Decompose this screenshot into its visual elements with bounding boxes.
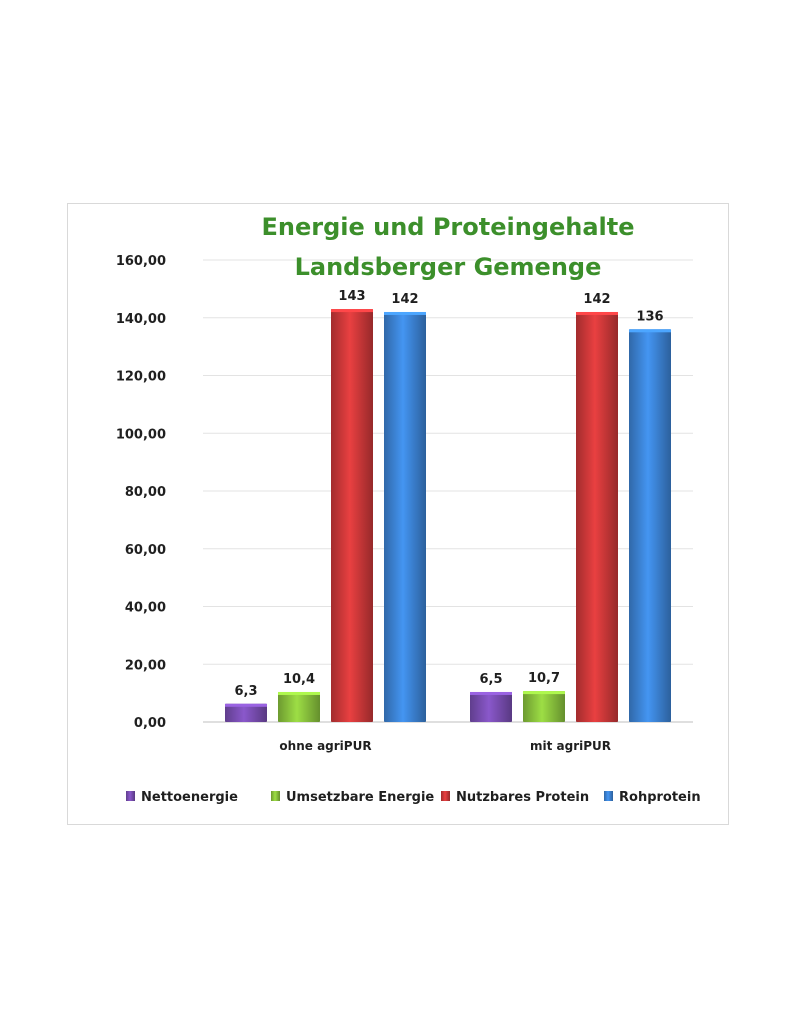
legend: Nettoenergie Umsetzbare Energie Nutzbares … — [126, 790, 701, 805]
bars — [225, 309, 671, 722]
data-label: 143 — [338, 289, 365, 304]
legend-swatch — [604, 791, 613, 801]
legend-item: Nutzbares Protein — [441, 790, 589, 805]
y-tick-label: 0,00 — [134, 716, 166, 731]
bar-nettoenergie — [225, 703, 267, 722]
bar-top-highlight — [225, 703, 267, 707]
y-tick-label: 160,00 — [116, 254, 166, 269]
bar-umsetzbare-energie — [278, 691, 320, 722]
bar-chart: 0,00 20,00 40,00 60,00 80,00 100,00 120,00 140,… — [116, 213, 701, 805]
legend-swatch — [126, 791, 135, 801]
y-tick-label: 140,00 — [116, 312, 166, 327]
legend-item: Nettoenergie — [126, 790, 238, 805]
bar-top-highlight — [278, 691, 320, 695]
legend-item: Rohprotein — [604, 790, 701, 805]
bar-rohprotein — [629, 329, 671, 722]
y-tick-label: 60,00 — [125, 543, 166, 558]
bar-nutzbares-protein — [576, 311, 618, 722]
data-labels: 6,3 10,4 143 142 6,5 10,7 142 136 — [234, 289, 663, 699]
y-tick-label: 40,00 — [125, 601, 166, 616]
data-label: 6,5 — [479, 672, 502, 687]
x-axis-categories: ohne agriPUR mit agriPUR — [279, 739, 611, 753]
y-tick-label: 120,00 — [116, 370, 166, 385]
bar-nutzbares-protein — [331, 309, 373, 722]
data-label: 142 — [583, 292, 610, 307]
legend-label: Nutzbares Protein — [456, 790, 589, 805]
bar-top-highlight — [384, 311, 426, 315]
bar-top-highlight — [470, 691, 512, 695]
y-tick-label: 100,00 — [116, 427, 166, 442]
bar-top-highlight — [576, 311, 618, 315]
data-label: 142 — [391, 292, 418, 307]
bar-top-highlight — [331, 309, 373, 313]
bar-rohprotein — [384, 311, 426, 722]
y-tick-label: 20,00 — [125, 658, 166, 673]
legend-swatch — [271, 791, 280, 801]
chart-subtitle: Landsberger Gemenge — [295, 253, 602, 281]
bar-nettoenergie — [470, 691, 512, 722]
y-axis-ticks: 0,00 20,00 40,00 60,00 80,00 100,00 120,00 140,… — [116, 254, 166, 731]
legend-label: Nettoenergie — [141, 790, 238, 805]
chart-title: Energie und Proteingehalte — [261, 213, 634, 241]
legend-label: Rohprotein — [619, 790, 701, 805]
bar-umsetzbare-energie — [523, 691, 565, 722]
x-category-label: ohne agriPUR — [279, 739, 371, 753]
legend-swatch — [441, 791, 450, 801]
bar-top-highlight — [523, 691, 565, 695]
x-category-label: mit agriPUR — [530, 739, 611, 753]
grid-lines — [203, 259, 693, 723]
chart-frame: 0,00 20,00 40,00 60,00 80,00 100,00 120,00 140,… — [67, 203, 729, 825]
data-label: 136 — [636, 309, 663, 324]
data-label: 10,7 — [528, 671, 560, 686]
bar-top-highlight — [629, 329, 671, 333]
legend-item: Umsetzbare Energie — [271, 790, 434, 805]
y-tick-label: 80,00 — [125, 485, 166, 500]
data-label: 10,4 — [283, 672, 315, 687]
data-label: 6,3 — [234, 684, 257, 699]
legend-label: Umsetzbare Energie — [286, 790, 434, 805]
